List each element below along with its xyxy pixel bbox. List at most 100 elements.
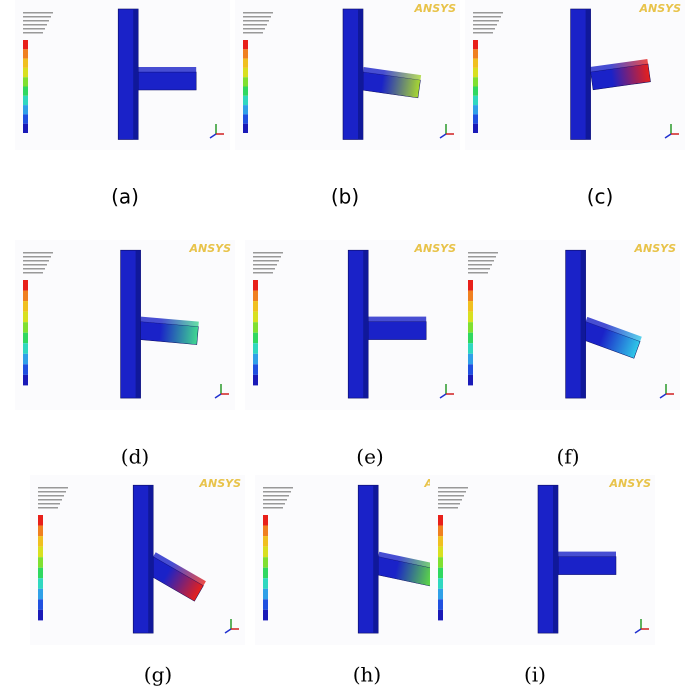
legend-text	[38, 503, 60, 505]
color-scale	[438, 599, 443, 610]
color-scale	[23, 40, 28, 49]
panel: ANSYS	[30, 475, 245, 645]
legend-text	[438, 507, 458, 509]
beam-arm	[138, 67, 196, 90]
legend-text	[468, 256, 496, 258]
legend-text	[243, 32, 263, 34]
color-scale	[38, 536, 43, 547]
color-scale	[38, 557, 43, 568]
legend-text	[38, 487, 68, 489]
color-scale	[243, 96, 248, 105]
color-scale	[473, 114, 478, 123]
color-scale	[38, 610, 43, 621]
color-scale	[243, 87, 248, 96]
color-scale	[23, 77, 28, 86]
color-scale	[253, 322, 258, 333]
beam-column-side	[363, 250, 368, 398]
legend-text	[38, 507, 58, 509]
color-scale	[263, 568, 268, 579]
color-scale	[438, 557, 443, 568]
color-scale	[468, 301, 473, 312]
color-scale	[23, 301, 28, 312]
logo: ANSYS	[413, 2, 456, 15]
color-scale	[263, 515, 268, 526]
panel-label: (g)	[144, 663, 172, 687]
legend-text	[23, 24, 47, 26]
beam-arm-side	[558, 557, 616, 575]
panel-label: (a)	[111, 185, 139, 209]
legend-text	[243, 28, 265, 30]
legend-text	[263, 503, 285, 505]
legend-text	[23, 28, 45, 30]
legend-text	[23, 272, 43, 274]
legend-text	[23, 16, 51, 18]
legend-text	[23, 268, 45, 270]
color-scale	[253, 291, 258, 302]
color-scale	[253, 312, 258, 323]
color-scale	[468, 291, 473, 302]
color-scale	[468, 280, 473, 291]
panel: ANSYS	[15, 240, 235, 410]
color-scale	[23, 343, 28, 354]
color-scale	[263, 547, 268, 558]
beam-arm-side	[368, 322, 426, 340]
color-scale	[438, 547, 443, 558]
color-scale	[253, 343, 258, 354]
beam-column-side	[133, 9, 138, 140]
color-scale	[23, 114, 28, 123]
color-scale	[473, 124, 478, 133]
panel-label: (i)	[524, 663, 546, 687]
color-scale	[468, 375, 473, 386]
color-scale	[23, 87, 28, 96]
legend-text	[253, 272, 273, 274]
legend-text	[438, 503, 460, 505]
panel-label: (h)	[353, 663, 382, 687]
color-scale	[263, 610, 268, 621]
color-scale	[243, 114, 248, 123]
figure: (a)ANSYS(b)ANSYS(c)ANSYS(d)ANSYS(e)ANSYS…	[0, 0, 691, 690]
color-scale	[38, 515, 43, 526]
color-scale	[438, 610, 443, 621]
color-scale	[23, 333, 28, 344]
logo: ANSYS	[608, 477, 651, 490]
panel: ANSYS	[465, 0, 685, 150]
color-scale	[263, 536, 268, 547]
color-scale	[473, 87, 478, 96]
legend-text	[38, 495, 64, 497]
color-scale	[23, 105, 28, 114]
color-scale	[23, 49, 28, 58]
beam-column-side	[581, 250, 586, 398]
legend-text	[473, 28, 495, 30]
legend-text	[438, 487, 468, 489]
beam-arm-top	[138, 67, 196, 72]
legend-text	[23, 20, 49, 22]
color-scale	[253, 375, 258, 386]
legend-text	[468, 252, 498, 254]
legend-text	[473, 24, 497, 26]
color-scale	[243, 124, 248, 133]
legend-text	[38, 491, 66, 493]
color-scale	[23, 312, 28, 323]
color-scale	[38, 599, 43, 610]
color-scale	[243, 49, 248, 58]
color-scale	[473, 40, 478, 49]
logo: ANSYS	[638, 2, 681, 15]
legend-text	[243, 24, 267, 26]
color-scale	[438, 568, 443, 579]
color-scale	[473, 105, 478, 114]
panel: ANSYS	[245, 240, 460, 410]
legend-text	[23, 32, 43, 34]
panel-label: (f)	[556, 445, 579, 469]
legend-text	[243, 16, 271, 18]
color-scale	[468, 312, 473, 323]
legend-text	[23, 260, 49, 262]
color-scale	[23, 59, 28, 68]
color-scale	[38, 589, 43, 600]
panel	[15, 0, 230, 150]
legend-text	[23, 256, 51, 258]
beam-column-side	[373, 485, 378, 633]
color-scale	[263, 599, 268, 610]
legend-text	[23, 252, 53, 254]
legend-text	[263, 495, 289, 497]
panel-label: (e)	[356, 445, 383, 469]
